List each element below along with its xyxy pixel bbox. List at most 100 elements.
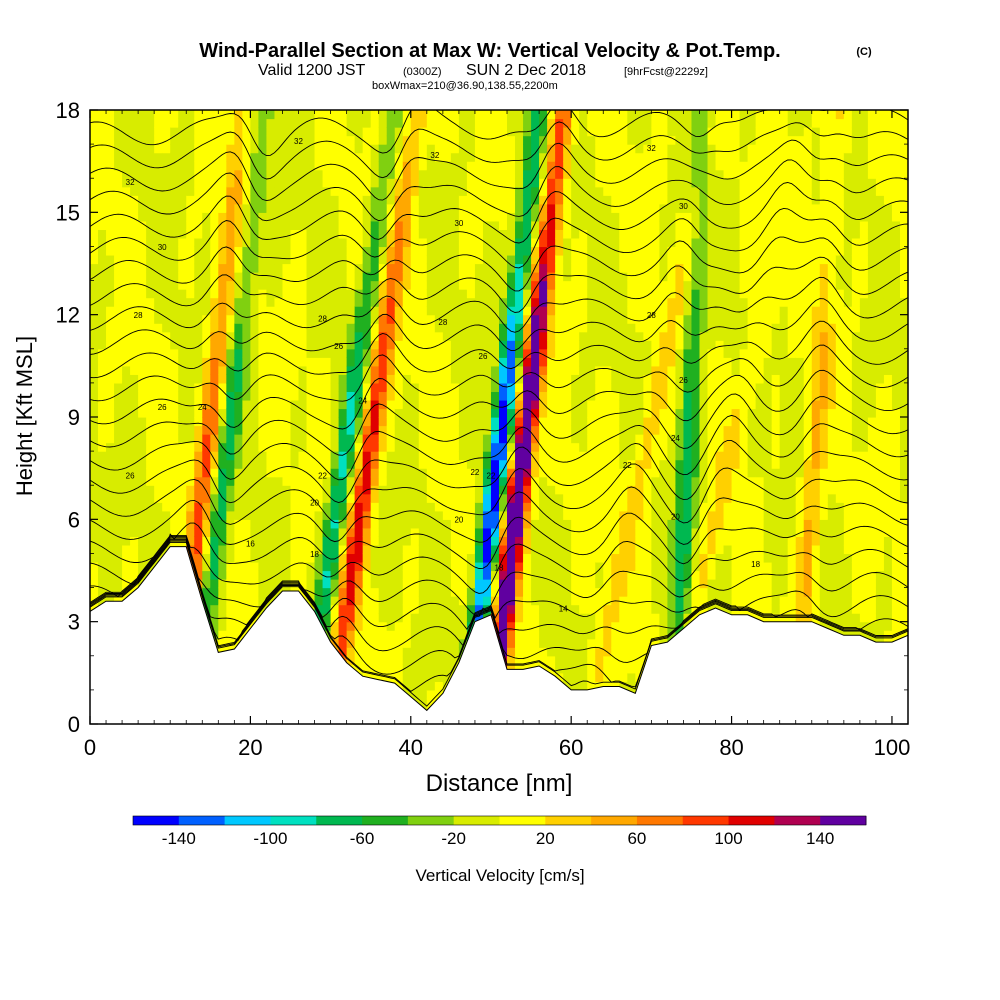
heatmap-cell — [587, 536, 596, 546]
heatmap-cell — [282, 408, 292, 418]
heatmap-cell — [178, 289, 187, 299]
heatmap-cell — [466, 348, 476, 358]
heatmap-cell — [507, 442, 516, 452]
heatmap-cell — [571, 169, 580, 179]
heatmap-cell — [98, 408, 107, 418]
heatmap-cell — [194, 161, 203, 171]
heatmap-cell — [643, 630, 652, 640]
heatmap-cell — [370, 161, 380, 171]
heatmap-cell — [531, 323, 540, 333]
heatmap-cell — [282, 127, 292, 137]
heatmap-cell — [386, 118, 396, 128]
heatmap-cell — [314, 485, 324, 495]
heatmap-cell — [370, 493, 380, 503]
heatmap-cell — [611, 314, 620, 324]
heatmap-cell — [98, 272, 107, 282]
heatmap-cell — [386, 272, 396, 282]
heatmap-cell — [226, 374, 235, 384]
heatmap-cell — [490, 459, 500, 469]
heatmap-cell — [418, 314, 428, 324]
heatmap-cell — [322, 374, 332, 384]
heatmap-cell — [611, 681, 620, 691]
heatmap-cell — [507, 647, 516, 657]
heatmap-cell — [394, 289, 404, 299]
heatmap-cell — [635, 306, 644, 316]
heatmap-cell — [234, 374, 243, 384]
heatmap-cell — [499, 638, 508, 648]
heatmap-cell — [603, 544, 612, 555]
heatmap-cell — [130, 417, 139, 427]
heatmap-cell — [442, 587, 452, 597]
heatmap-cell — [274, 553, 284, 563]
heatmap-cell — [442, 110, 452, 120]
heatmap-cell — [539, 246, 548, 256]
heatmap-cell — [571, 596, 580, 606]
heatmap-cell — [330, 408, 340, 418]
heatmap-cell — [362, 510, 372, 520]
heatmap-cell — [194, 502, 203, 512]
heatmap-cell — [290, 289, 300, 299]
heatmap-cell — [306, 144, 316, 154]
heatmap-cell — [386, 604, 396, 614]
heatmap-cell — [474, 417, 484, 427]
heatmap-cell — [242, 527, 251, 537]
heatmap-cell — [523, 135, 532, 145]
heatmap-cell — [202, 306, 211, 316]
heatmap-cell — [290, 220, 300, 230]
heatmap-cell — [250, 323, 260, 333]
heatmap-cell — [130, 254, 139, 265]
heatmap-cell — [170, 314, 179, 324]
heatmap-cell — [210, 561, 219, 572]
heatmap-cell — [250, 365, 260, 375]
heatmap-cell — [547, 306, 556, 316]
heatmap-cell — [394, 144, 404, 154]
heatmap-cell — [523, 357, 532, 367]
heatmap-cell — [210, 323, 219, 333]
heatmap-cell — [346, 306, 356, 316]
heatmap-cell — [523, 536, 532, 546]
heatmap-cell — [242, 272, 251, 282]
heatmap-cell — [611, 553, 620, 563]
heatmap-cell — [531, 399, 540, 410]
heatmap-cell — [170, 272, 179, 282]
heatmap-cell — [603, 510, 612, 520]
heatmap-cell — [346, 510, 356, 520]
heatmap-cell — [122, 536, 131, 546]
heatmap-cell — [595, 425, 604, 435]
heatmap-cell — [362, 604, 372, 614]
heatmap-cell — [603, 272, 612, 282]
heatmap-cell — [154, 314, 163, 324]
heatmap-cell — [234, 451, 243, 461]
heatmap-cell — [250, 152, 260, 162]
heatmap-cell — [507, 348, 516, 358]
heatmap-cell — [210, 365, 219, 375]
heatmap-cell — [130, 127, 139, 137]
heatmap-cell — [258, 272, 268, 282]
heatmap-cell — [194, 118, 203, 128]
heatmap-cell — [603, 621, 612, 631]
heatmap-cell — [370, 425, 380, 435]
heatmap-cell — [90, 408, 99, 418]
heatmap-cell — [322, 297, 332, 307]
heatmap-cell — [595, 596, 604, 606]
heatmap-cell — [330, 425, 340, 435]
heatmap-cell — [531, 459, 540, 469]
heatmap-cell — [250, 544, 260, 555]
heatmap-cell — [322, 127, 332, 137]
heatmap-cell — [242, 161, 251, 171]
heatmap-cell — [603, 553, 612, 563]
heatmap-cell — [346, 434, 356, 444]
heatmap-cell — [114, 357, 123, 367]
heatmap-cell — [290, 365, 300, 375]
heatmap-cell — [170, 493, 179, 503]
heatmap-cell — [290, 246, 300, 256]
heatmap-cell — [282, 399, 292, 410]
heatmap-cell — [146, 237, 155, 248]
heatmap-cell — [619, 544, 628, 555]
heatmap-cell — [426, 382, 436, 393]
heatmap-cell — [482, 152, 492, 162]
heatmap-cell — [539, 272, 548, 282]
heatmap-cell — [234, 553, 243, 563]
heatmap-cell — [482, 203, 492, 213]
heatmap-cell — [402, 655, 412, 665]
